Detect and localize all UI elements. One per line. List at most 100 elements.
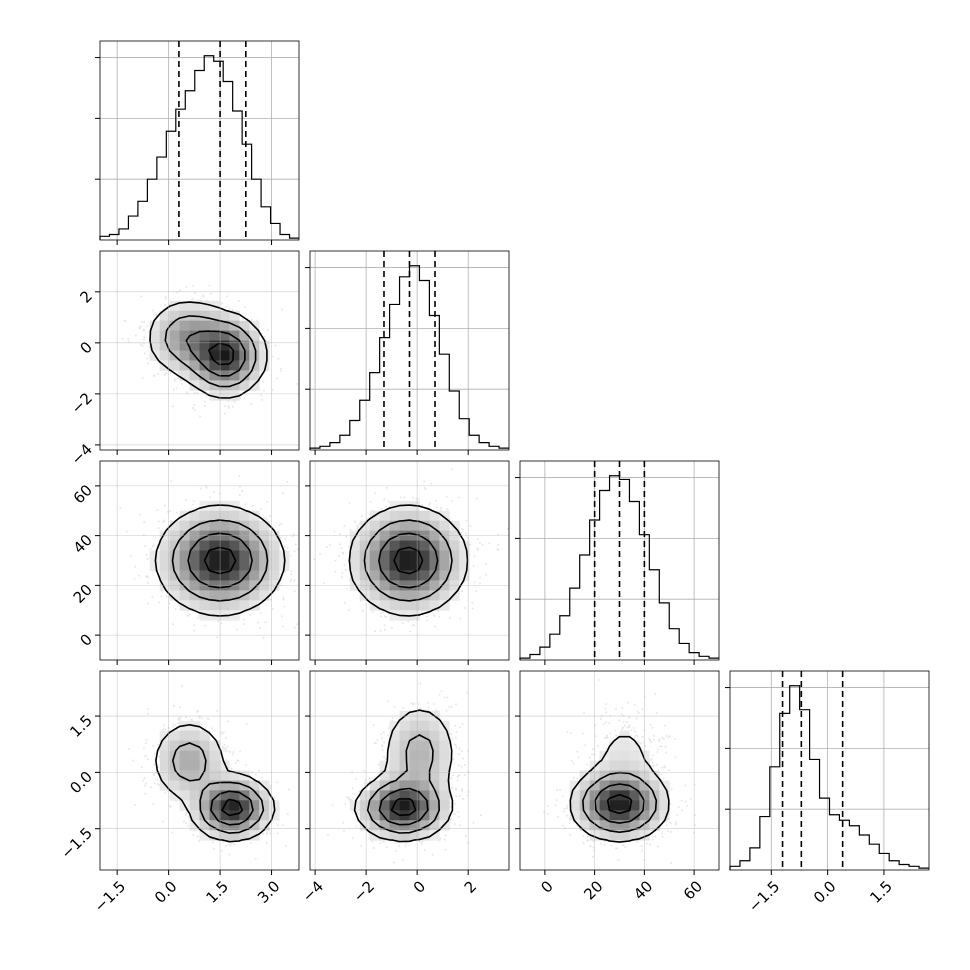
density-cell <box>199 800 210 811</box>
density-cell <box>399 800 410 811</box>
density-cell <box>249 600 260 611</box>
density-cell <box>389 720 400 732</box>
density-cell <box>439 590 450 601</box>
density-cell <box>209 570 220 581</box>
density-cell <box>209 560 220 571</box>
density-cell <box>419 560 430 571</box>
density-cell <box>609 760 620 771</box>
density-cell <box>419 540 430 551</box>
density-cell <box>409 760 420 771</box>
density-cell <box>579 820 591 831</box>
pair-panel-2-3 <box>519 670 720 871</box>
contour-level-1 <box>171 519 269 602</box>
density-cell <box>209 820 220 831</box>
panel-frame <box>99 670 300 871</box>
density-cell <box>439 540 450 551</box>
density-cell <box>179 300 190 312</box>
density-cell <box>159 740 171 751</box>
density-cell <box>169 780 180 791</box>
density-cell <box>239 820 250 831</box>
density-cell <box>389 830 400 841</box>
density-cell <box>169 310 180 322</box>
density-cell <box>429 510 440 522</box>
density-cell <box>199 370 210 381</box>
density-cell <box>209 520 220 532</box>
density-cell <box>569 800 581 811</box>
density-cell <box>409 560 420 571</box>
density-cell <box>209 600 220 611</box>
density-cell <box>619 760 630 771</box>
density-cell <box>239 540 250 551</box>
density-cell <box>199 320 210 331</box>
density-cell <box>389 510 400 522</box>
density-cell <box>219 810 230 821</box>
density-cell <box>379 810 390 821</box>
density-cell <box>619 830 630 841</box>
density-cell <box>429 770 440 781</box>
density-cell <box>409 750 420 761</box>
density-cell <box>159 340 171 351</box>
density-cell <box>179 750 190 761</box>
density-cell <box>419 790 430 801</box>
density-cell <box>189 780 200 791</box>
density-cell <box>389 540 400 551</box>
density-cell <box>379 770 390 781</box>
panel-frame <box>729 670 930 871</box>
density-cell <box>649 800 660 811</box>
x-tick-label: 1.5 <box>866 877 896 907</box>
density-cell <box>149 320 161 331</box>
contour-level-3 <box>221 798 243 817</box>
density-cell <box>179 540 190 551</box>
density-cell <box>369 780 381 791</box>
density-cell <box>189 770 200 781</box>
density-cell <box>219 310 230 322</box>
density-cell <box>189 790 200 801</box>
density-cell <box>449 550 460 561</box>
density-cell <box>599 780 610 791</box>
density-cell <box>379 550 390 561</box>
density-cell <box>239 380 250 391</box>
density-cell <box>419 590 430 601</box>
density-cell <box>459 540 470 551</box>
density-cell <box>409 810 420 821</box>
density-cell <box>409 590 420 601</box>
density-cell <box>419 830 430 841</box>
density-cell <box>199 560 210 571</box>
density-cell <box>409 720 420 732</box>
density-cell <box>209 330 220 341</box>
density-cell <box>189 560 200 571</box>
density-cell <box>439 730 450 742</box>
density-cell <box>609 800 620 811</box>
density-cell <box>399 570 410 581</box>
density-cell <box>399 560 410 571</box>
density-cell <box>219 390 230 401</box>
density-cell <box>189 510 200 522</box>
density-cell <box>259 340 270 351</box>
density-cell <box>199 570 210 581</box>
density-cell <box>219 560 230 571</box>
density-cell <box>179 590 190 601</box>
density-cell <box>229 570 240 581</box>
density-cell <box>169 550 180 561</box>
density-cell <box>259 590 270 601</box>
density-cell <box>359 520 371 532</box>
density-cell <box>209 780 220 791</box>
density-cell <box>429 720 440 732</box>
density-cell <box>359 590 371 601</box>
contour-level-3 <box>606 793 633 815</box>
density-cell <box>219 790 230 801</box>
density-cell <box>419 600 430 611</box>
contour-level-2 <box>187 532 253 589</box>
density-cell <box>219 520 230 532</box>
density-cell <box>629 810 640 821</box>
density-cell <box>189 810 200 821</box>
density-cell <box>229 380 240 391</box>
density-cell <box>459 550 470 561</box>
density-cell <box>419 510 430 522</box>
density-cell <box>579 780 591 791</box>
density-cell <box>359 570 371 581</box>
density-cell <box>199 550 210 561</box>
density-cell <box>179 520 190 532</box>
panel-frame <box>309 460 510 661</box>
density-cell <box>439 600 450 611</box>
